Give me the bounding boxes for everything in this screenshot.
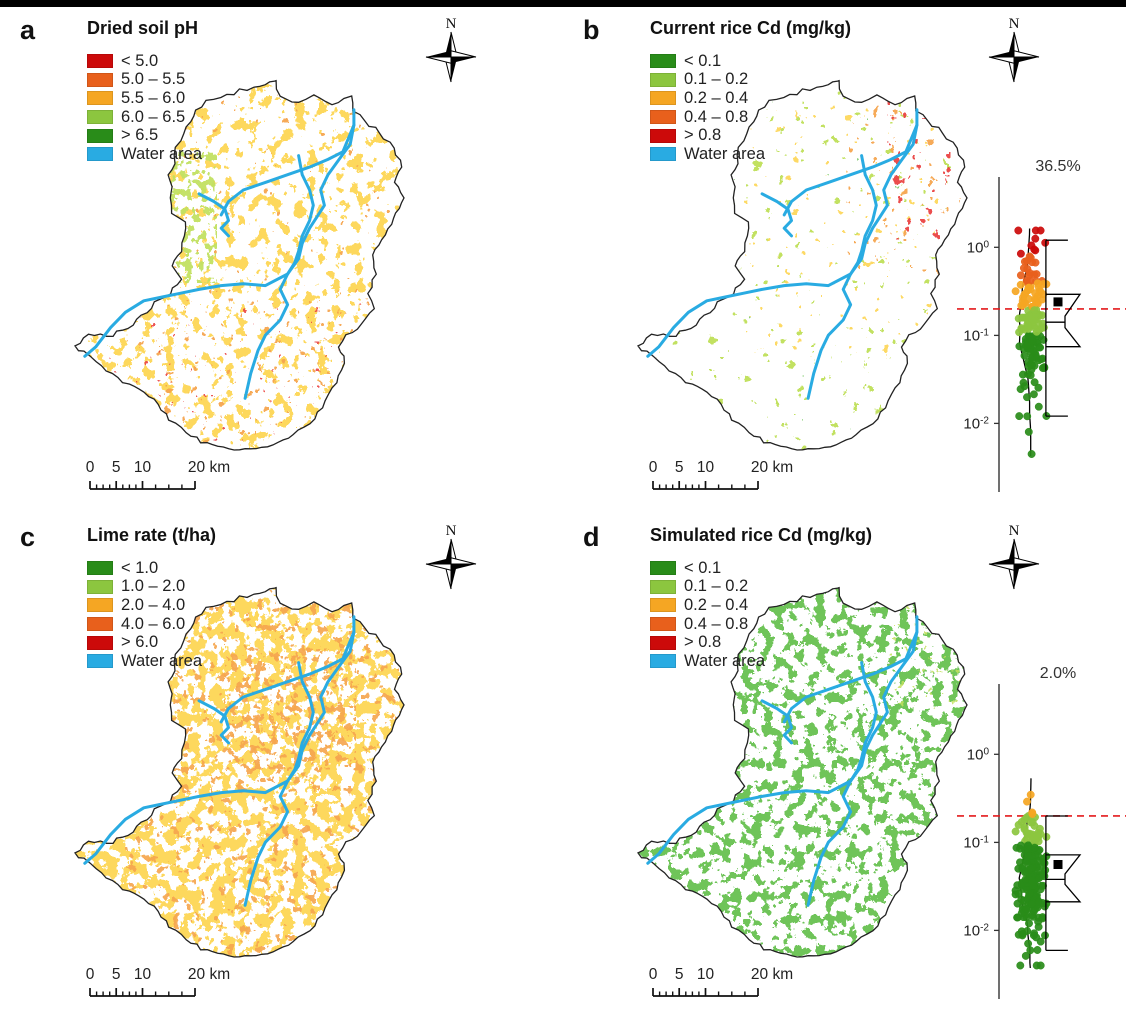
svg-text:5: 5	[112, 459, 121, 476]
svg-text:5: 5	[112, 966, 121, 983]
svg-text:20 km: 20 km	[188, 966, 230, 983]
svg-text:10: 10	[697, 966, 715, 983]
svg-text:20 km: 20 km	[751, 966, 793, 983]
svg-text:2.0%: 2.0%	[1040, 665, 1076, 682]
svg-text:20 km: 20 km	[751, 459, 793, 476]
svg-text:5: 5	[675, 459, 684, 476]
svg-text:100: 100	[967, 239, 990, 256]
svg-text:36.5%: 36.5%	[1035, 158, 1080, 175]
svg-text:10: 10	[697, 459, 715, 476]
svg-text:10-2: 10-2	[963, 922, 989, 940]
svg-text:N: N	[446, 523, 457, 539]
svg-text:0: 0	[649, 966, 658, 983]
svg-text:10-2: 10-2	[963, 415, 989, 433]
svg-text:10-1: 10-1	[963, 834, 989, 852]
svg-text:0: 0	[86, 966, 95, 983]
svg-text:5: 5	[675, 966, 684, 983]
svg-text:N: N	[1009, 16, 1020, 32]
svg-text:100: 100	[967, 746, 990, 764]
svg-text:10: 10	[134, 459, 152, 476]
svg-text:0: 0	[649, 459, 658, 476]
svg-text:0: 0	[86, 459, 95, 476]
svg-text:N: N	[1009, 523, 1020, 539]
svg-text:20 km: 20 km	[188, 459, 230, 476]
svg-text:10: 10	[134, 966, 152, 983]
svg-text:10-1: 10-1	[963, 327, 989, 345]
svg-text:N: N	[446, 16, 457, 32]
